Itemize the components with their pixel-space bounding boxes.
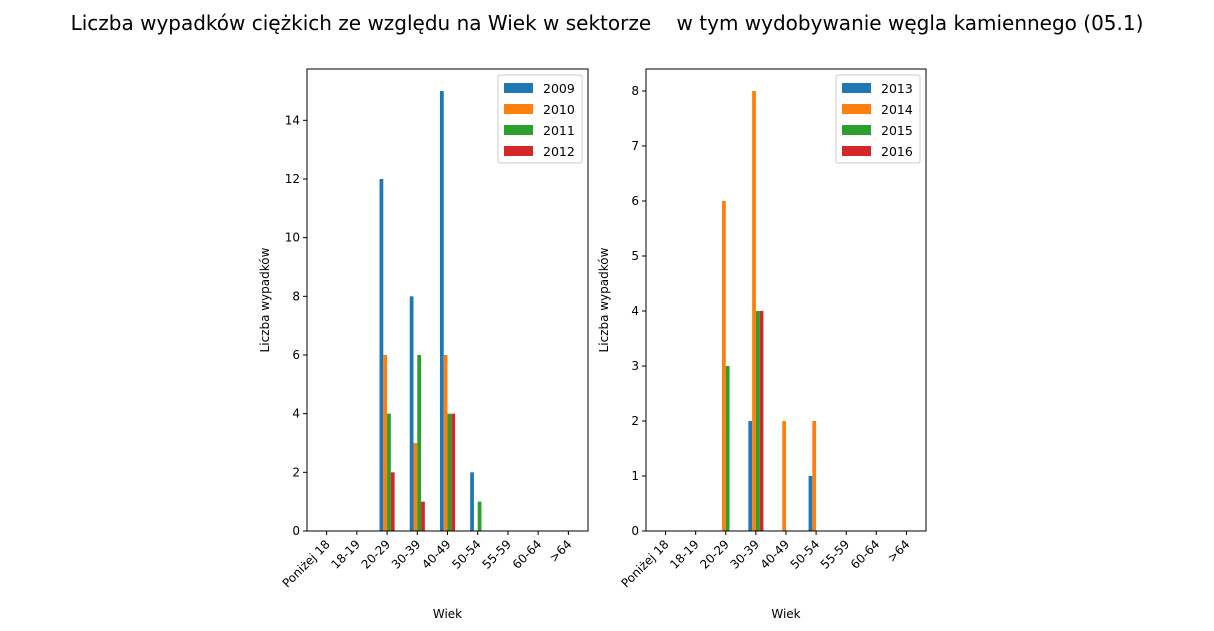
x-axis-label: Wiek <box>433 607 462 621</box>
bar-2014-40-49 <box>782 421 786 531</box>
chart-left: 0 2 4 6 8 10 12 14 Poniżej 1818-1920-2930-3940-4… <box>258 68 589 621</box>
legend-frame <box>497 74 583 164</box>
x-tick-label: 20-29 <box>359 537 394 572</box>
y-tick-label: 1 <box>631 469 639 483</box>
x-tick-label: 40-49 <box>758 537 793 572</box>
x-tick-label: 30-39 <box>727 537 762 572</box>
x-axis-label: Wiek <box>771 607 800 621</box>
bar-2014-20-29 <box>722 201 726 531</box>
bar-2012-20-29 <box>390 472 395 531</box>
bar-2010-40-49 <box>443 355 448 531</box>
y-tick-label: 14 <box>285 113 300 127</box>
legend-swatch-2012 <box>504 146 533 156</box>
legend-swatch-2015 <box>842 125 871 135</box>
x-tick-label: 60-64 <box>510 537 545 572</box>
legend-label-2015: 2015 <box>881 123 913 138</box>
bar-2014-30-39 <box>752 91 756 531</box>
y-tick-label: 10 <box>285 231 300 245</box>
legend-label-2013: 2013 <box>881 81 913 96</box>
x-tick-label: 18-19 <box>667 537 702 572</box>
bar-2016-30-39 <box>759 311 764 531</box>
x-tick-label: 55-59 <box>818 537 853 572</box>
x-tick-label: >64 <box>885 537 913 565</box>
bar-2009-20-29 <box>379 179 384 531</box>
bar-2010-20-29 <box>383 355 388 531</box>
y-axis-label: Liczba wypadków <box>258 247 272 352</box>
x-tick-label: 20-29 <box>697 537 732 572</box>
x-tick-label: 18-19 <box>328 537 363 572</box>
bar-2011-50-54 <box>477 501 482 531</box>
legend-swatch-2011 <box>504 125 533 135</box>
x-tick-label: 50-54 <box>788 537 823 572</box>
y-tick-label: 12 <box>285 172 300 186</box>
bar-2011-30-39 <box>417 355 422 531</box>
y-tick-label: 4 <box>292 407 300 421</box>
legend-label-2010: 2010 <box>543 102 575 117</box>
bar-2009-30-39 <box>409 296 414 531</box>
bar-2011-20-29 <box>387 413 391 531</box>
bar-2010-30-39 <box>413 443 418 531</box>
legend-label-2014: 2014 <box>881 102 913 117</box>
bar-2014-50-54 <box>812 421 817 531</box>
y-tick-label: 0 <box>631 524 639 538</box>
bar-2012-30-39 <box>421 501 425 531</box>
legend-swatch-2016 <box>842 146 871 156</box>
x-tick-label: 30-39 <box>389 537 424 572</box>
y-tick-label: 4 <box>631 304 639 318</box>
bar-2012-40-49 <box>451 413 456 531</box>
legend-label-2012: 2012 <box>543 144 575 159</box>
legend-label-2011: 2011 <box>543 123 575 138</box>
bar-2009-40-49 <box>439 91 444 531</box>
y-tick-label: 3 <box>631 359 639 373</box>
bar-2013-30-39 <box>748 421 753 531</box>
bar-2009-50-54 <box>470 472 474 531</box>
y-tick-label: 2 <box>631 414 639 428</box>
y-tick-label: 5 <box>631 249 639 263</box>
y-tick-label: 0 <box>292 524 300 538</box>
y-tick-label: 6 <box>631 194 639 208</box>
legend-swatch-2013 <box>842 83 871 93</box>
legend-swatch-2009 <box>504 83 533 93</box>
y-tick-label: 8 <box>631 84 639 98</box>
x-tick-label: Poniżej 18 <box>280 537 333 590</box>
x-tick-label: 40-49 <box>419 537 454 572</box>
x-tick-label: 60-64 <box>848 537 883 572</box>
y-axis-label: Liczba wypadków <box>597 247 611 352</box>
x-tick-label: Poniżej 18 <box>619 537 672 590</box>
y-tick-label: 8 <box>292 289 300 303</box>
x-tick-label: 50-54 <box>449 537 484 572</box>
x-tick-label: >64 <box>547 537 575 565</box>
legend: 2009 2010 2011 2012 <box>497 74 583 164</box>
figure-title: Liczba wypadków ciężkich ze względu na W… <box>71 11 1144 35</box>
bar-2015-30-39 <box>755 311 760 531</box>
legend-swatch-2010 <box>504 104 533 114</box>
y-tick-label: 2 <box>292 465 300 479</box>
bar-2015-20-29 <box>725 366 730 531</box>
legend-label-2016: 2016 <box>881 144 913 159</box>
y-tick-label: 7 <box>631 139 639 153</box>
bar-2011-40-49 <box>447 413 452 531</box>
legend: 2013 2014 2015 2016 <box>835 74 921 164</box>
legend-swatch-2014 <box>842 104 871 114</box>
bar-2013-50-54 <box>808 476 813 531</box>
legend-label-2009: 2009 <box>543 81 575 96</box>
y-tick-label: 6 <box>292 348 300 362</box>
legend-frame <box>835 74 921 164</box>
x-tick-label: 55-59 <box>479 537 514 572</box>
